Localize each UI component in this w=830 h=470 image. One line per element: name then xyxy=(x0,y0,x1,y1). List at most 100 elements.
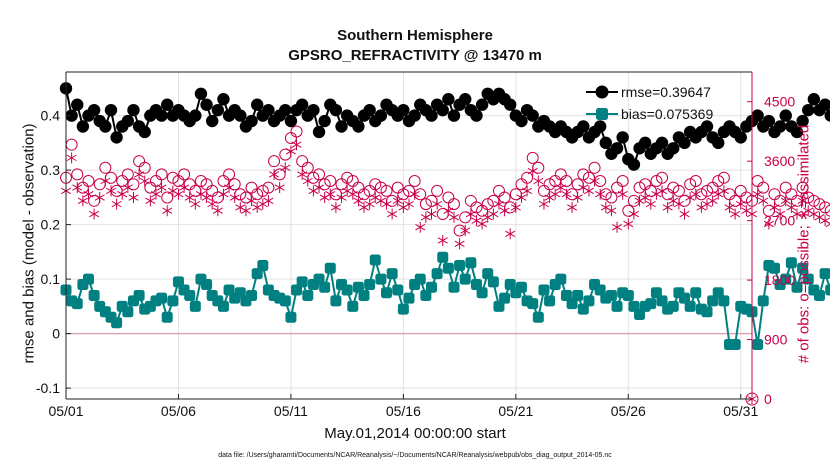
obs-assimilated-point xyxy=(117,188,128,200)
obs-assimilated-point xyxy=(94,192,105,204)
obs-possible-point xyxy=(774,194,787,207)
obs-possible-point xyxy=(251,188,264,201)
obs-assimilated-point xyxy=(460,225,471,237)
obs-assimilated-point xyxy=(437,234,448,246)
obs-possible-point xyxy=(824,204,830,217)
rmse-point xyxy=(284,114,298,128)
y-axis-label-left: rmse and bias (model - observation) xyxy=(20,123,38,364)
obs-assimilated-point xyxy=(240,205,251,217)
obs-possible-point xyxy=(178,168,191,181)
obs-possible-point xyxy=(807,194,820,207)
obs-possible-point xyxy=(768,188,781,201)
obs-assimilated-point xyxy=(465,208,476,220)
obs-possible-point xyxy=(161,191,174,204)
bias-point xyxy=(111,317,123,329)
obs-assimilated-point xyxy=(246,195,257,207)
rmse-point xyxy=(515,114,528,128)
x-tick-label: 05/26 xyxy=(611,403,646,419)
bias-point xyxy=(397,303,409,315)
bias-point xyxy=(392,284,404,296)
bias-point xyxy=(324,262,336,274)
bias-point xyxy=(189,300,201,312)
rmse-point xyxy=(807,93,821,106)
rmse-point xyxy=(678,136,691,150)
rmse-point xyxy=(734,131,747,144)
rmse-point xyxy=(104,103,118,117)
obs-assimilated-point xyxy=(285,145,296,157)
bias-point xyxy=(476,287,488,299)
obs-possible-point xyxy=(656,171,669,184)
legend-rmse-marker xyxy=(595,85,609,99)
obs-assimilated-point xyxy=(224,182,235,194)
obs-assimilated-point xyxy=(662,201,673,213)
obs-assimilated-point xyxy=(314,182,325,194)
rmse-point xyxy=(610,142,624,155)
y-tick-label: -0.1 xyxy=(36,380,60,396)
bias-point xyxy=(667,300,679,312)
bias-point xyxy=(532,311,544,323)
obs-possible-point xyxy=(543,178,556,191)
obs-possible-point xyxy=(194,175,207,187)
obs-assimilated-point xyxy=(156,182,167,194)
rmse-point xyxy=(796,114,809,128)
obs-possible-point xyxy=(819,201,830,214)
obs-assimilated-point xyxy=(83,188,94,200)
obs-assimilated-point xyxy=(387,208,398,220)
rmse-point xyxy=(616,131,629,144)
obs-assimilated-point xyxy=(522,185,533,197)
obs-possible-point xyxy=(470,201,483,214)
bias-point xyxy=(583,295,595,307)
bias-point xyxy=(813,289,825,301)
obs-assimilated-point xyxy=(679,208,690,220)
x-tick-label: 05/16 xyxy=(386,403,421,419)
obs-possible-point xyxy=(374,181,387,194)
bias-point xyxy=(414,273,426,285)
obs-assimilated-point xyxy=(657,185,668,197)
rmse-point xyxy=(335,120,348,133)
obs-assimilated-point xyxy=(72,182,83,194)
obs-assimilated-point xyxy=(488,208,499,220)
rmse-point xyxy=(593,120,607,133)
obs-assimilated-point xyxy=(291,139,302,151)
rmse-point xyxy=(76,120,90,133)
obs-assimilated-point xyxy=(229,192,240,204)
obs-assimilated-point xyxy=(583,185,594,197)
obs-assimilated-point xyxy=(533,175,544,187)
bias-point xyxy=(364,279,376,291)
bias-point xyxy=(201,279,213,291)
legend: rmse=0.39647 bias=0.075369 xyxy=(586,84,713,122)
bias-point xyxy=(279,295,291,307)
y-tick-label: 0.3 xyxy=(41,162,61,178)
x-tick-label: 05/06 xyxy=(161,403,196,419)
bias-point xyxy=(701,306,713,318)
chart-title-line-1: Southern Hemisphere xyxy=(337,27,493,44)
rmse-series xyxy=(59,82,830,171)
bias-point xyxy=(403,292,415,304)
obs-assimilated-point xyxy=(302,175,313,187)
bias-point xyxy=(538,284,550,296)
obs-assimilated-point xyxy=(707,195,718,207)
rmse-point xyxy=(352,120,365,133)
rmse-point xyxy=(526,109,539,122)
obs-possible-point xyxy=(166,171,179,184)
obs-assimilated-point xyxy=(134,168,145,180)
bias-point xyxy=(425,281,437,293)
obs-assimilated-point xyxy=(606,205,617,217)
bias-point xyxy=(465,257,477,269)
obs-assimilated-point xyxy=(105,185,116,197)
obs-assimilated-point xyxy=(330,201,341,213)
rmse-point xyxy=(262,103,275,117)
bias-point xyxy=(133,289,145,301)
obs-assimilated-point xyxy=(415,221,426,233)
rmse-point xyxy=(121,114,135,128)
rmse-point xyxy=(205,114,219,128)
bias-point xyxy=(791,281,803,293)
rmse-point xyxy=(250,98,264,111)
bias-point xyxy=(448,281,460,293)
bias-point xyxy=(819,268,830,280)
bias-point xyxy=(302,289,314,301)
obs-assimilated-point xyxy=(150,188,161,200)
legend-bias-marker xyxy=(596,108,608,120)
obs-possible-point xyxy=(447,198,460,211)
rmse-point xyxy=(245,114,258,128)
